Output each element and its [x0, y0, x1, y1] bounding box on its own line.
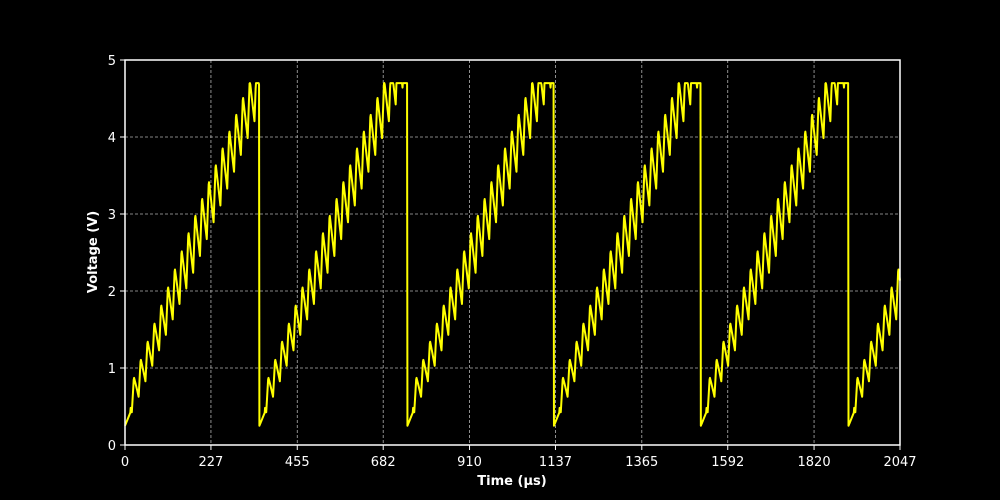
x-axis-label: Time (µs): [477, 474, 546, 489]
y-tick-label: 4: [108, 131, 116, 146]
x-axis: 0 227 455 682 910 1137 1365 1592 1820 2047: [121, 445, 917, 470]
x-tick-label: 1592: [711, 455, 744, 470]
x-tick-label: 1365: [625, 455, 658, 470]
y-axis-label: Voltage (V): [86, 211, 101, 293]
x-tick-label: 0: [121, 455, 129, 470]
x-tick-label: 682: [371, 455, 396, 470]
y-tick-label: 1: [108, 362, 116, 377]
x-tick-label: 1820: [798, 455, 831, 470]
plot-frame: [124, 59, 901, 446]
x-tick-label: 455: [285, 455, 310, 470]
voltage-series-line: [124, 82, 901, 427]
x-tick-label: 227: [199, 455, 224, 470]
x-tick-label: 1137: [539, 455, 572, 470]
y-tick-label: 3: [108, 208, 116, 223]
y-tick-label: 5: [108, 54, 116, 69]
y-tick-label: 0: [108, 439, 116, 454]
x-tick-label: 2047: [883, 455, 916, 470]
x-tick-label: 910: [457, 455, 482, 470]
y-axis: 0 1 2 3 4 5: [108, 54, 125, 454]
series-layer: [124, 82, 901, 427]
y-tick-label: 2: [108, 285, 116, 300]
